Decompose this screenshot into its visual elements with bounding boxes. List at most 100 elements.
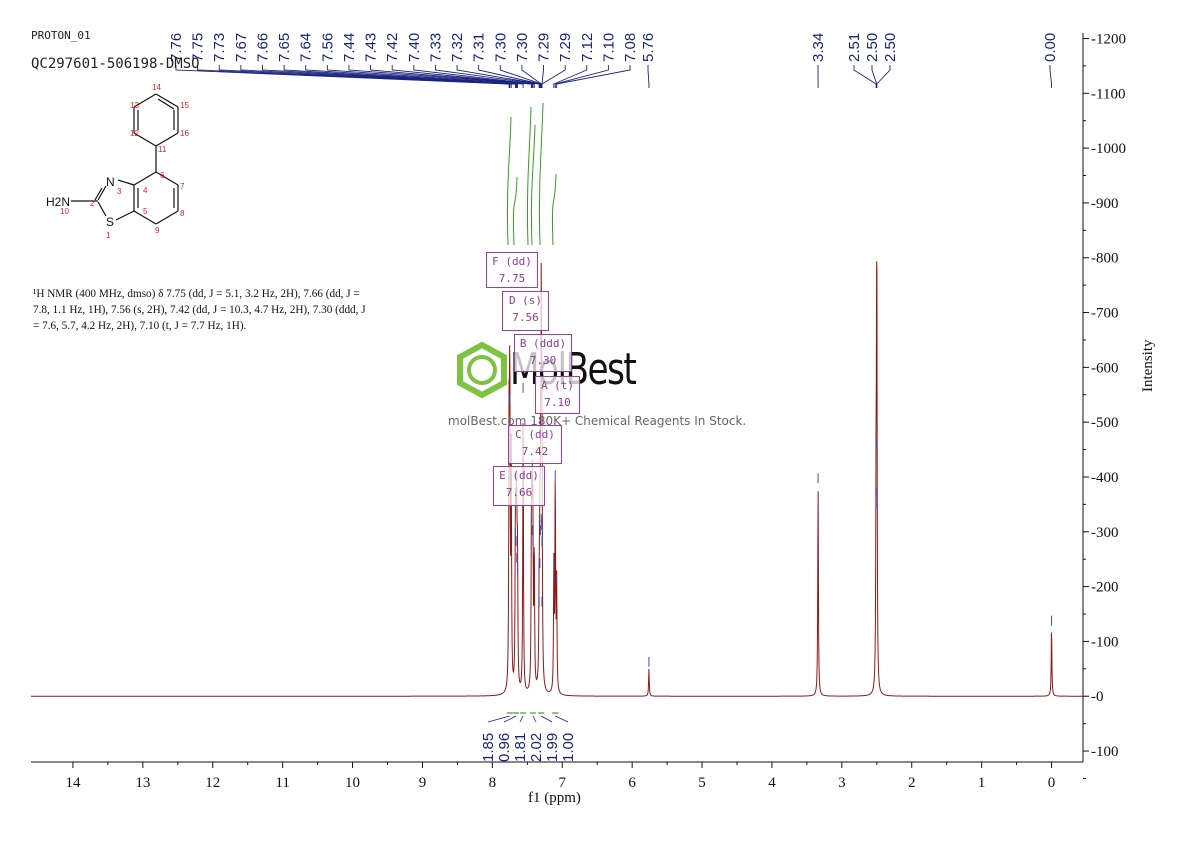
peak-shift-label: 7.29 [557, 33, 574, 62]
peak-shift-label: 3.34 [810, 33, 827, 62]
amine-label: H2N [46, 195, 70, 209]
atom-number: 16 [180, 129, 189, 138]
peak-shift-label: 7.33 [427, 33, 444, 62]
integral-curve [530, 124, 536, 246]
atom-number: 10 [60, 207, 69, 216]
peak-connector [348, 65, 532, 88]
y-axis-label: Intensity [1140, 339, 1156, 393]
y-tick-label: -200 [1091, 580, 1119, 596]
integral-curve [512, 176, 518, 246]
x-tick-label: 11 [275, 775, 289, 791]
sample-id: QC297601-506198-DMSO [31, 56, 200, 72]
peak-connector [262, 65, 517, 88]
y-tick-label: -100 [1091, 634, 1119, 650]
y-tick-label: -400 [1091, 470, 1119, 486]
atom-number: 13 [130, 101, 139, 110]
atom-number: 11 [158, 145, 167, 154]
peak-shift-label: 2.50 [864, 33, 881, 62]
y-tick-label: -1100 [1091, 86, 1125, 102]
y-tick-label: -600 [1091, 360, 1119, 376]
multiplet-box-f: F (dd) 7.75 [486, 252, 538, 288]
atom-number: 6 [160, 171, 165, 180]
peak-shift-label: 7.67 [233, 33, 250, 62]
peak-connector [434, 65, 540, 88]
multiplet-label: D (s) [508, 294, 543, 307]
x-tick-label: 8 [489, 775, 497, 791]
atom-s: S [106, 215, 114, 229]
integral-value: 1.81 [512, 733, 529, 762]
integral-value: 1.85 [480, 733, 497, 762]
y-tick-label: -100 [1091, 744, 1119, 760]
peak-shift-label: 7.56 [319, 33, 336, 62]
atom-number: 12 [130, 129, 139, 138]
peak-shift-label: 7.40 [406, 33, 423, 62]
peak-shift-label: 7.42 [384, 33, 401, 62]
peak-connector [876, 65, 891, 88]
multiplet-shift: 7.10 [544, 396, 571, 409]
peak-shift-label: 7.76 [168, 33, 185, 62]
multiplet-label: A (t) [540, 379, 575, 392]
peak-connector [326, 65, 524, 88]
integral-connector [555, 715, 569, 723]
y-tick-label: -700 [1091, 306, 1119, 322]
peak-connector [370, 65, 533, 88]
peak-shift-label: 7.30 [492, 33, 509, 62]
peak-connector [647, 65, 650, 88]
y-tick-label: -500 [1091, 415, 1119, 431]
x-tick-label: 2 [908, 775, 916, 791]
multiplet-shift: 7.30 [529, 354, 557, 367]
y-tick-label: -900 [1091, 196, 1119, 212]
peak-connector [1049, 65, 1052, 88]
peak-shift-label: 7.75 [190, 33, 207, 62]
multiplet-shift: 7.56 [512, 311, 539, 324]
y-tick-label: -800 [1091, 251, 1119, 267]
peak-connector [391, 65, 534, 88]
integral-connector [532, 715, 537, 723]
x-tick-label: 10 [345, 775, 360, 791]
y-tick-label: -300 [1091, 525, 1119, 541]
peak-shift-label: 2.51 [846, 33, 863, 62]
integral-value: 2.02 [528, 733, 545, 762]
atom-number: 5 [143, 207, 148, 216]
integral-curve [538, 102, 544, 246]
peak-connector [305, 65, 518, 88]
peak-connector [218, 65, 512, 88]
integral-connector [487, 715, 510, 723]
peak-connector [456, 65, 541, 88]
peak-shift-label: 7.66 [254, 33, 271, 62]
x-tick-label: 5 [698, 775, 706, 791]
peak-shift-label: 5.76 [640, 33, 657, 62]
x-tick-label: 6 [628, 775, 636, 791]
peak-shift-label: 7.31 [471, 33, 488, 62]
watermark-tagline: molBest.com 180K+ Chemical Reagents In S… [448, 414, 747, 428]
integral-value: 1.99 [544, 733, 561, 762]
spectrum-title: PROTON_01 [31, 29, 91, 42]
multiplet-label: B (ddd) [519, 337, 567, 350]
peak-shift-label: 7.08 [622, 33, 639, 62]
multiplet-shift: 7.42 [521, 445, 549, 458]
peak-connector [554, 65, 609, 88]
y-tick-label: -1200 [1091, 31, 1126, 47]
peak-shift-label: 7.64 [298, 33, 315, 62]
multiplet-box-d: D (s) 7.56 [502, 291, 549, 331]
peak-shift-label: 0.00 [1042, 33, 1059, 62]
atom-number: 8 [180, 209, 185, 218]
peak-shift-label: 7.29 [536, 33, 553, 62]
y-tick-label: -1000 [1091, 141, 1126, 157]
peak-shift-label: 7.10 [600, 33, 617, 62]
x-tick-label: 12 [205, 775, 220, 791]
multiplet-box-b: B (ddd) 7.30 [514, 334, 572, 372]
atom-number: 1 [106, 231, 111, 240]
molbest-logo-icon [457, 341, 507, 399]
atom-number: 2 [90, 199, 95, 208]
peak-connector [541, 65, 566, 88]
integral-connector [541, 715, 553, 723]
integral-curve [551, 173, 557, 246]
multiplet-box-c: C (dd) 7.42 [508, 425, 562, 464]
x-tick-label: 3 [838, 775, 846, 791]
x-tick-label: 13 [135, 775, 150, 791]
peak-connector [197, 65, 511, 88]
multiplet-shift: 7.75 [498, 272, 526, 285]
peak-shift-label: 7.43 [363, 33, 380, 62]
peak-connector [853, 65, 877, 88]
